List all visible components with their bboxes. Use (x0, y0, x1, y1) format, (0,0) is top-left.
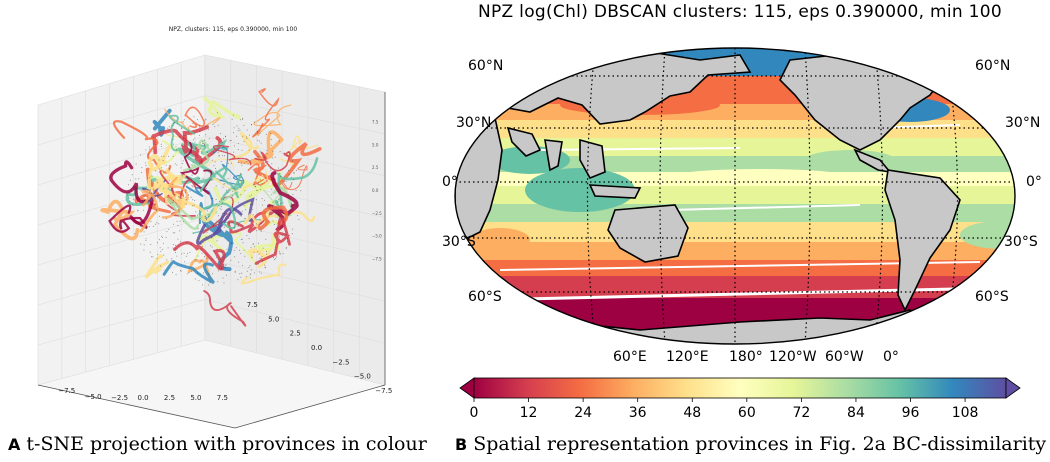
z-tick-label: −2.5 (372, 211, 382, 216)
tsne-scatter-points (100, 88, 322, 327)
z-tick-label: 2.5 (372, 165, 379, 170)
caption-a-text: t-SNE projection with provinces in colou… (26, 433, 427, 455)
y-tick-label: 2.5 (290, 330, 301, 338)
axis-ticks: −7.5 −5.0 −2.5 0.0 2.5 5.0 7.5 7.5 5.0 2.5 0.0 −2.5… (58, 119, 392, 402)
map-boundary (454, 47, 1016, 345)
grid-lines (37, 60, 386, 379)
panel-a-title: NPZ, clusters: 115, eps 0.390000, min 10… (168, 26, 298, 33)
caption-b: B Spatial representation provinces in Fig… (455, 433, 1046, 455)
z-tick-label: 0.0 (372, 188, 379, 193)
lat-0-right: 0° (1026, 174, 1042, 190)
x-tick-label: 5.0 (190, 394, 201, 402)
colorbar-tick-label: 60 (738, 405, 756, 421)
colorbar-tick-label: 48 (683, 405, 701, 421)
colorbar: 0 12 24 36 48 60 72 84 96 108 (459, 377, 1021, 421)
colorbar-tick-label: 96 (902, 405, 920, 421)
y-tick-label: −5.0 (354, 373, 371, 381)
lat-30n-left: 30°N (456, 115, 492, 131)
colorbar-tick-label: 24 (574, 405, 592, 421)
panel-a-tsne-plot: NPZ, clusters: 115, eps 0.390000, min 10… (0, 0, 430, 430)
x-tick-label: −2.5 (111, 394, 128, 402)
lat-30n-right: 30°N (1005, 115, 1041, 131)
x-tick-label: 2.5 (164, 394, 175, 402)
lon-180: 180° (729, 349, 763, 365)
z-tick-label: −5.0 (372, 234, 382, 239)
caption-a-letter: A (8, 435, 21, 454)
lat-0-left: 0° (442, 174, 458, 190)
z-tick-label: 7.5 (372, 119, 379, 124)
lon-60e: 60°E (613, 349, 647, 365)
graticule (455, 48, 1015, 344)
x-tick-label: −5.0 (85, 393, 102, 401)
colorbar-tick-label: 36 (629, 405, 647, 421)
lon-120w: 120°W (769, 349, 817, 365)
lat-60s-left: 60°S (468, 289, 502, 305)
colorbar-tick-label: 108 (952, 405, 979, 421)
robinson-map: 0 12 24 36 48 60 72 84 96 108 (454, 47, 1021, 421)
colorbar-tick-label: 12 (520, 405, 538, 421)
tsne-3d-axes: −7.5 −5.0 −2.5 0.0 2.5 5.0 7.5 7.5 5.0 2.5 0.0 −2.5… (37, 54, 392, 429)
lat-60n-left: 60°N (468, 58, 504, 74)
z-tick-label: 5.0 (372, 142, 379, 147)
caption-b-letter: B (455, 435, 468, 454)
lat-60s-right: 60°S (975, 289, 1009, 305)
x-tick-label: −7.5 (58, 387, 75, 395)
x-tick-label: 0.0 (138, 394, 149, 402)
lat-30s-left: 30°S (442, 234, 476, 250)
y-tick-label: 5.0 (268, 315, 279, 323)
caption-b-text: Spatial representation provinces in Fig.… (473, 433, 1047, 455)
z-tick-label: −7.5 (372, 257, 382, 262)
panel-b-map: NPZ log(Chl) DBSCAN clusters: 115, eps 0… (440, 0, 1050, 430)
lat-30s-right: 30°S (1004, 234, 1038, 250)
colorbar-tick-label: 0 (470, 405, 479, 421)
y-tick-label: −2.5 (332, 358, 349, 366)
y-tick-label: 7.5 (247, 301, 258, 309)
colorbar-tick-label: 72 (792, 405, 810, 421)
lon-120e: 120°E (666, 349, 709, 365)
y-tick-label: −7.5 (375, 387, 392, 395)
lon-60w: 60°W (825, 349, 864, 365)
y-tick-label: 0.0 (311, 344, 322, 352)
map-title: NPZ log(Chl) DBSCAN clusters: 115, eps 0… (477, 2, 1003, 22)
lat-60n-right: 60°N (975, 58, 1011, 74)
x-tick-label: 7.5 (217, 394, 228, 402)
colorbar-tick-label: 84 (847, 405, 865, 421)
lon-0: 0° (883, 349, 899, 365)
